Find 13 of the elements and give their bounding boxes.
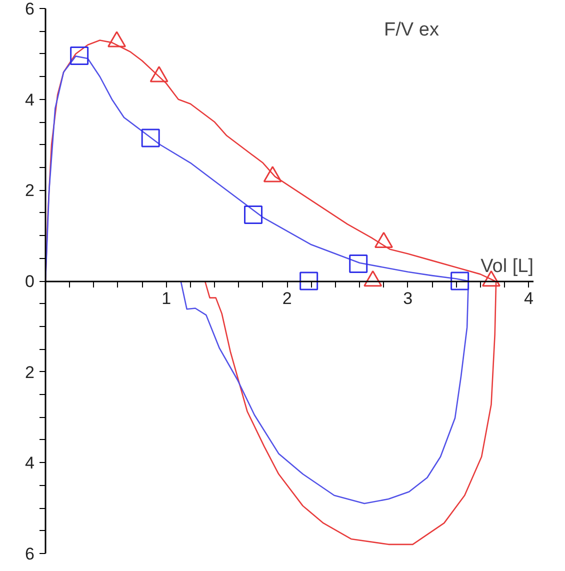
text: F/V ex <box>384 19 440 40</box>
x-tick-label: 3 <box>403 289 413 308</box>
y-tick-label: 0 <box>25 272 35 291</box>
y-tick-label: 4 <box>25 454 35 473</box>
x-tick-label: 1 <box>162 289 172 308</box>
y-tick-label: 6 <box>25 0 35 18</box>
x-tick-label: 4 <box>524 289 534 308</box>
x-axis-title: Vol [L] <box>480 256 534 277</box>
y-tick-label: 4 <box>25 90 35 110</box>
y-tick-label: 6 <box>25 544 35 564</box>
y-tick-label: 2 <box>25 181 35 200</box>
x-tick-label: 2 <box>282 289 292 308</box>
y-tick-label: 2 <box>25 362 35 382</box>
